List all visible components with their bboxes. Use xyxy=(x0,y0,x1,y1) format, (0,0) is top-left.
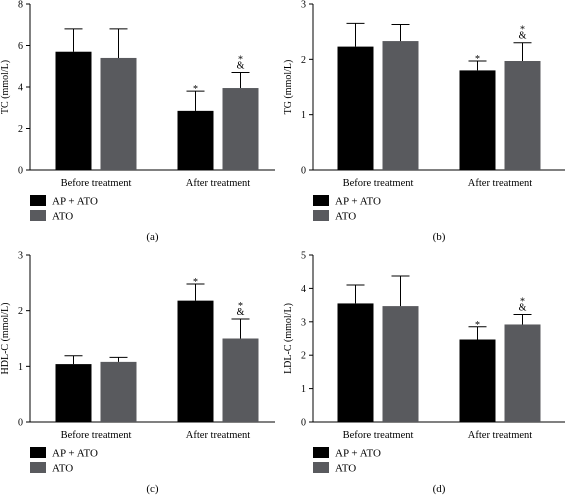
panel-a-bar xyxy=(55,51,92,170)
panel-d-y-tick-label: 2 xyxy=(301,351,306,362)
panel-c-y-tick-label: 1 xyxy=(18,362,23,373)
panel-c-significance-star: * xyxy=(193,277,198,288)
panel-b-y-tick-label: 2 xyxy=(301,55,306,66)
panel-d-bar xyxy=(382,306,419,422)
panel-b-bar xyxy=(382,41,419,170)
panel-b-legend-label: AP + ATO xyxy=(335,196,381,208)
panel-b-significance-star: * xyxy=(475,54,480,65)
panel-a-y-tick-label: 8 xyxy=(18,0,23,11)
panel-d-y-tick-label: 3 xyxy=(301,317,306,328)
panel-d-category-label: After treatment xyxy=(468,430,533,441)
panel-d-label: (d) xyxy=(433,483,446,495)
panel-c-legend-swatch xyxy=(30,447,46,458)
panel-c-legend-swatch xyxy=(30,462,46,473)
panel-c-category-label: Before treatment xyxy=(61,430,132,441)
panel-a-significance-ampersand: & xyxy=(237,60,245,71)
panel-d-y-tick-label: 5 xyxy=(301,251,306,262)
panel-a-legend-label: ATO xyxy=(52,211,73,223)
panel-c-bar xyxy=(177,300,214,422)
panel-b-label: (b) xyxy=(433,231,446,243)
panel-a-significance-star: * xyxy=(193,84,198,95)
panel-d-significance-ampersand: & xyxy=(519,302,527,313)
panel-c-legend-label: AP + ATO xyxy=(52,448,98,460)
panel-d-legend-swatch xyxy=(313,462,329,473)
panel-b-bar xyxy=(337,46,374,170)
panel-b-legend-label: ATO xyxy=(335,211,356,223)
panel-d-y-tick-label: 0 xyxy=(301,418,306,429)
panel-c-bar xyxy=(100,361,137,422)
panel-a-category-label: After treatment xyxy=(186,178,251,189)
panel-a-bar xyxy=(100,57,137,171)
panel-d-y-tick-label: 1 xyxy=(301,384,306,395)
panel-d-significance-star: * xyxy=(520,296,525,307)
panel-d-category-label: Before treatment xyxy=(343,430,414,441)
panel-a-y-tick-label: 0 xyxy=(18,166,23,177)
panel-b-y-tick-label: 3 xyxy=(301,0,306,11)
panel-d-legend-label: AP + ATO xyxy=(335,448,381,460)
panel-a-legend-swatch xyxy=(30,195,46,206)
panel-c-bar xyxy=(222,338,259,422)
panel-b-y-tick-label: 1 xyxy=(301,110,306,121)
panel-b-legend-swatch xyxy=(313,210,329,221)
panel-c-y-tick-label: 2 xyxy=(18,306,23,317)
panel-b-y-tick-label: 0 xyxy=(301,166,306,177)
panel-a-y-tick-label: 2 xyxy=(18,124,23,135)
panel-a-bar xyxy=(222,88,259,170)
panel-c-category-label: After treatment xyxy=(186,430,251,441)
panel-b-significance-ampersand: & xyxy=(519,31,527,42)
panel-a-legend-swatch xyxy=(30,210,46,221)
panel-a-category-label: Before treatment xyxy=(61,178,132,189)
panel-b-bar xyxy=(459,70,496,170)
panel-a-y-tick-label: 4 xyxy=(18,83,23,94)
panel-a-y-tick-label: 6 xyxy=(18,41,23,52)
panel-b-significance-star: * xyxy=(520,25,525,36)
panel-d-bar xyxy=(504,324,541,422)
panel-a-bar xyxy=(177,110,214,170)
panel-d-y-tick-label: 4 xyxy=(301,284,306,295)
panel-b-category-label: After treatment xyxy=(468,178,533,189)
panel-d-bar xyxy=(337,303,374,422)
panel-c-label: (c) xyxy=(146,483,159,495)
panel-c-y-axis-label: HDL-C (mmol/L) xyxy=(0,303,11,375)
panel-a-significance-star: * xyxy=(238,54,243,65)
panel-c-significance-star: * xyxy=(238,301,243,312)
panel-d-legend-swatch xyxy=(313,447,329,458)
panel-c-bar xyxy=(55,364,92,422)
panel-b-bar xyxy=(504,60,541,170)
panel-d-y-axis-label: LDL-C (mmol/L) xyxy=(283,303,294,374)
panel-d-bar xyxy=(459,339,496,422)
panel-b-y-axis-label: TG (mmol/L) xyxy=(283,60,294,115)
panel-c-legend-label: ATO xyxy=(52,463,73,475)
panel-d-significance-star: * xyxy=(475,320,480,331)
panel-c-y-tick-label: 3 xyxy=(18,251,23,262)
panel-a-legend-label: AP + ATO xyxy=(52,196,98,208)
panel-c-significance-ampersand: & xyxy=(237,307,245,318)
panel-a-label: (a) xyxy=(146,231,159,243)
panel-d-legend-label: ATO xyxy=(335,463,356,475)
panel-c-y-tick-label: 0 xyxy=(18,418,23,429)
panel-b-category-label: Before treatment xyxy=(343,178,414,189)
panel-a-y-axis-label: TC (mmol/L) xyxy=(0,60,11,114)
panel-b-legend-swatch xyxy=(313,195,329,206)
